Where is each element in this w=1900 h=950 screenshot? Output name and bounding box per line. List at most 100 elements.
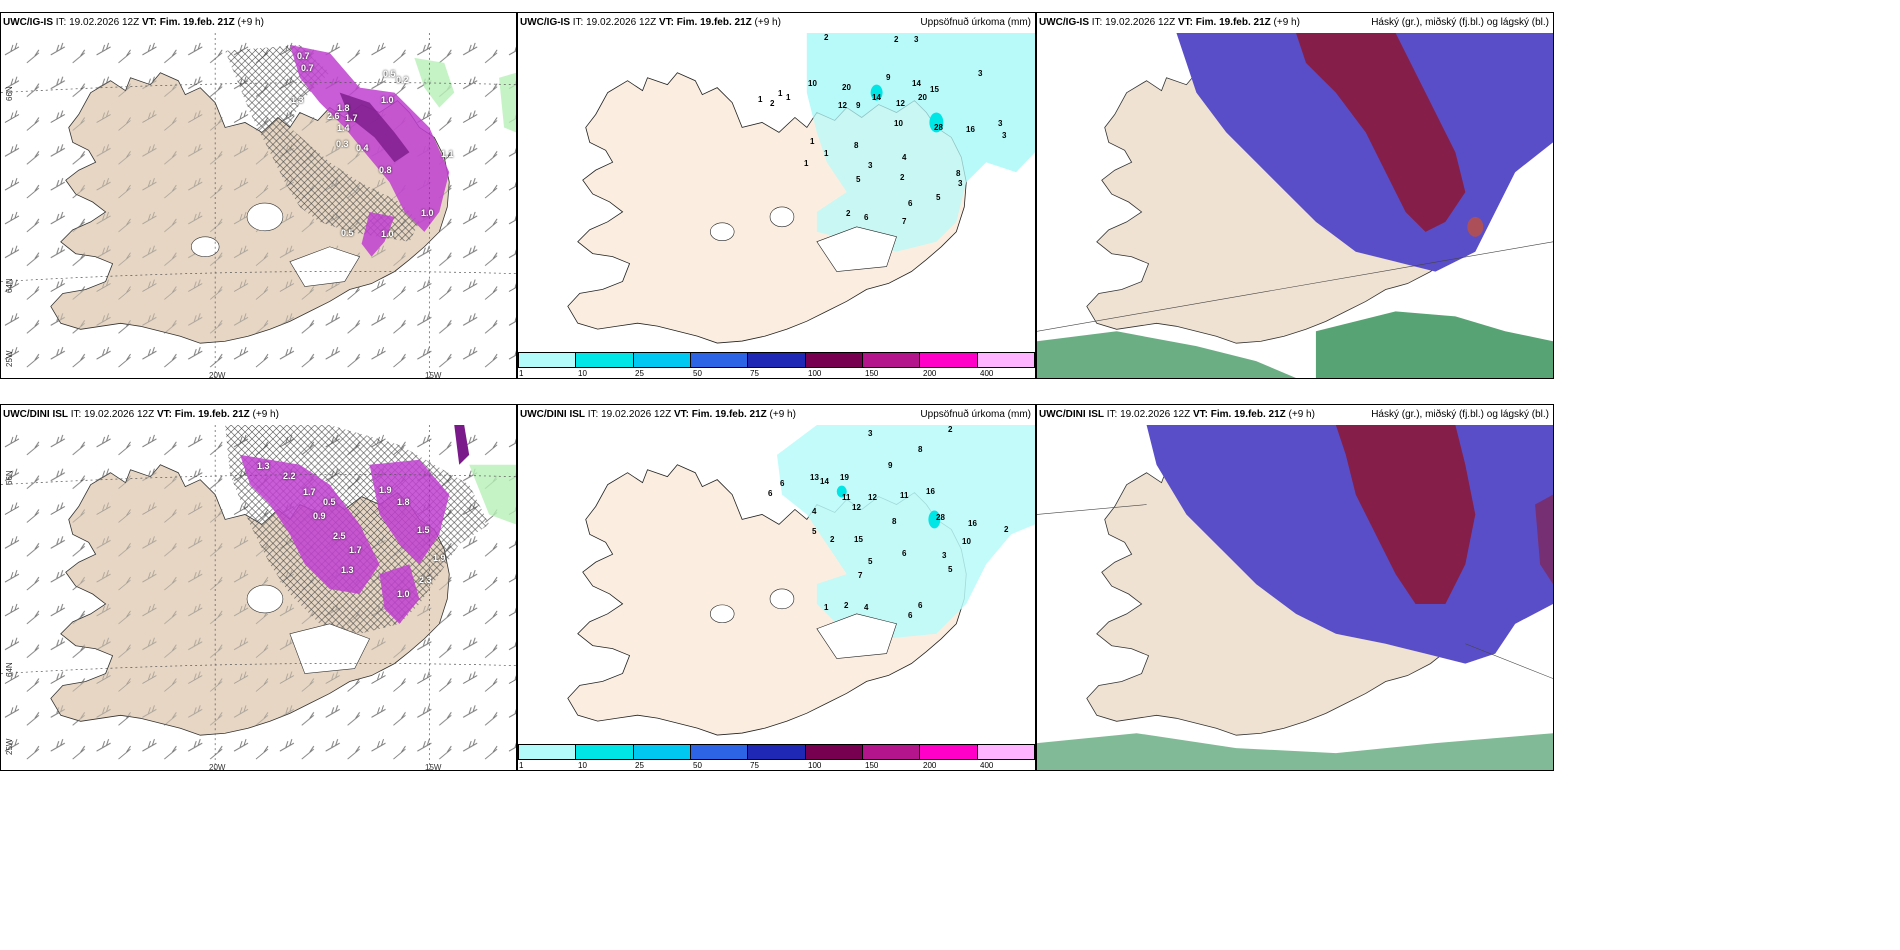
colorbar-swatch (977, 745, 1034, 759)
lat-label: 25W (5, 738, 14, 755)
precip-value-label: 2 (846, 209, 851, 218)
precip-value-label: 0.2 (396, 75, 409, 85)
colorbar-swatch (977, 353, 1034, 367)
panel-subtitle: Háský (gr.), miðský (fj.bl.) og lágský (… (1371, 17, 1549, 28)
precip-value-label: 3 (1002, 131, 1007, 140)
precip-value-label: 12 (896, 99, 905, 108)
colorbar-swatch (862, 745, 921, 759)
precip-value-label: 28 (936, 513, 945, 522)
precip-value-label: 3 (958, 179, 963, 188)
colorbar-swatch (519, 745, 577, 759)
precip-value-label: 3 (868, 429, 873, 438)
precip-value-label: 5 (856, 175, 861, 184)
colorbar-tick: 75 (750, 369, 759, 378)
precip-value-label: 2 (900, 173, 905, 182)
precip-value-label: 15 (854, 535, 863, 544)
colorbar-tick: 100 (808, 761, 822, 770)
precip-value-label: 6 (918, 601, 923, 610)
precip-value-label: 20 (918, 93, 927, 102)
precip-value-label: 1.0 (381, 229, 394, 239)
precip-value-label: 0.5 (383, 69, 396, 79)
colorbar-swatch (920, 353, 978, 367)
precip-value-label: 0.8 (379, 165, 392, 175)
panel-title: UWC/IG-IS IT: 19.02.2026 12Z VT: Fim. 19… (520, 17, 781, 28)
precip-value-label: 6 (768, 489, 773, 498)
precip-value-label: 28 (934, 123, 943, 132)
colorbar-swatch (690, 353, 749, 367)
precip-value-label: 3 (942, 551, 947, 560)
precip-value-label: 8 (918, 445, 923, 454)
colorbar-tick: 200 (923, 761, 937, 770)
precip-value-label: 16 (968, 519, 977, 528)
precip-colorbar: 1 10 25 50 75 100 150 200 400 (518, 352, 1035, 378)
colorbar-swatch (633, 353, 691, 367)
panel-title: UWC/IG-IS IT: 19.02.2026 12Z VT: Fim. 19… (3, 17, 264, 28)
colorbar-tick: 200 (923, 369, 937, 378)
panel-title: UWC/IG-IS IT: 19.02.2026 12Z VT: Fim. 19… (1039, 17, 1300, 28)
precip-colorbar: 1 10 25 50 75 100 150 200 400 (518, 744, 1035, 770)
precip-value-label: 14 (872, 93, 881, 102)
precip-value-label: 1.7 (345, 113, 358, 123)
precip-value-label: 1 (810, 137, 815, 146)
precip-value-label: 1.1 (441, 149, 454, 159)
precip-value-label: 1 (804, 159, 809, 168)
precip-value-label: 0.3 (336, 139, 349, 149)
precip-value-label: 12 (868, 493, 877, 502)
precip-value-label: 2.6 (327, 111, 340, 121)
precip-value-label: 1.3 (257, 461, 270, 471)
precip-value-label: 1.8 (397, 497, 410, 507)
precip-value-label: 19 (840, 473, 849, 482)
precip-value-label: 16 (966, 125, 975, 134)
colorbar-swatch (690, 745, 749, 759)
precip-value-label: 2.2 (283, 471, 296, 481)
lat-label: 66N (5, 470, 14, 485)
colorbar-swatch (576, 745, 634, 759)
map-area (518, 425, 1035, 744)
precip-value-label: 10 (962, 537, 971, 546)
precip-value-label: 1.8 (337, 103, 350, 113)
precip-value-label: 2 (948, 425, 953, 434)
precip-value-label: 6 (908, 199, 913, 208)
lat-label: 25W (5, 350, 14, 367)
precip-value-label: 1.7 (303, 487, 316, 497)
lon-label: 20W (209, 371, 226, 379)
precip-value-label: 8 (892, 517, 897, 526)
colorbar-tick: 1 (519, 369, 524, 378)
precip-value-label: 7 (858, 571, 863, 580)
precip-value-label: 3 (868, 161, 873, 170)
precip-value-label: 12 (852, 503, 861, 512)
precip-value-label: 14 (912, 79, 921, 88)
precip-value-label: 4 (812, 507, 817, 516)
precip-value-label: 6 (864, 213, 869, 222)
precip-value-label: 8 (854, 141, 859, 150)
panel-subtitle: Uppsöfnuð úrkoma (mm) (920, 17, 1031, 28)
precip-value-label: 2 (770, 99, 775, 108)
precip-value-label: 3 (978, 69, 983, 78)
precip-value-label: 1 (824, 149, 829, 158)
precip-value-label: 20 (842, 83, 851, 92)
lat-label: 64N (5, 662, 14, 677)
precip-value-label: 6 (908, 611, 913, 620)
colorbar-tick: 1 (519, 761, 524, 770)
precip-value-label: 5 (936, 193, 941, 202)
precip-value-label: 2 (824, 33, 829, 42)
colorbar-tick: 10 (578, 761, 587, 770)
colorbar-swatch (576, 353, 634, 367)
precip-value-label: 1.5 (417, 525, 430, 535)
colorbar-swatch (805, 745, 863, 759)
precip-value-label: 1.4 (337, 123, 350, 133)
panel-title: UWC/DINI ISL IT: 19.02.2026 12Z VT: Fim.… (520, 409, 796, 420)
lon-label: 15W (425, 763, 442, 771)
precip-value-label: 1.3 (341, 565, 354, 575)
panel-top-left-wind: UWC/IG-IS IT: 19.02.2026 12Z VT: Fim. 19… (0, 12, 517, 379)
precip-value-label: 0.5 (323, 497, 336, 507)
panel-subtitle: Uppsöfnuð úrkoma (mm) (920, 409, 1031, 420)
precip-value-label: 0.7 (301, 63, 314, 73)
colorbar-tick: 25 (635, 369, 644, 378)
colorbar-tick: 50 (693, 369, 702, 378)
colorbar-tick: 10 (578, 369, 587, 378)
panel-title: UWC/DINI ISL IT: 19.02.2026 12Z VT: Fim.… (1039, 409, 1315, 420)
precip-value-label: 3 (914, 35, 919, 44)
colorbar-tick: 400 (980, 761, 994, 770)
colorbar-tick: 150 (865, 369, 879, 378)
